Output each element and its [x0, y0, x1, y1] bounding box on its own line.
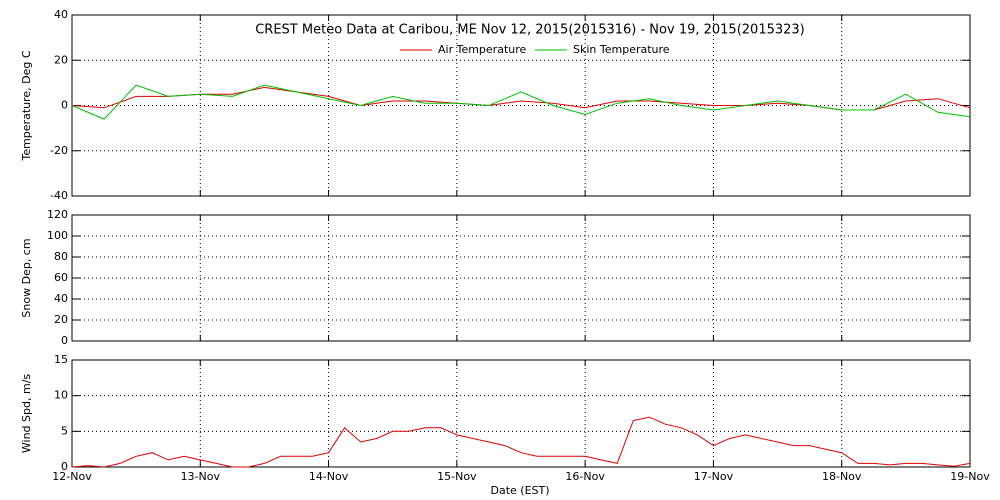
y-tick-label: 20 [54, 53, 68, 66]
y-tick-label: 60 [54, 271, 68, 284]
y-tick-label: 40 [54, 292, 68, 305]
y-tick-label: 0 [61, 460, 68, 473]
y-tick-label: 100 [47, 229, 68, 242]
x-tick-label: 15-Nov [437, 470, 477, 483]
chart-title: CREST Meteo Data at Caribou, ME Nov 12, … [255, 23, 805, 38]
y-tick-label: 80 [54, 250, 68, 263]
x-tick-label: 19-Nov [950, 470, 990, 483]
y-tick-label: 15 [54, 353, 68, 366]
y-tick-label: 40 [54, 8, 68, 21]
y-tick-label: 0 [61, 99, 68, 112]
x-axis-label: Date (EST) [490, 484, 549, 497]
y-tick-label: -40 [50, 189, 68, 202]
y-axis-label: Wind Spd, m/s [20, 374, 33, 454]
x-tick-label: 17-Nov [694, 470, 734, 483]
y-tick-label: 120 [47, 208, 68, 221]
x-tick-label: 16-Nov [565, 470, 605, 483]
data-line [71, 84, 971, 120]
y-tick-label: 5 [61, 424, 68, 437]
legend-label: Skin Temperature [573, 43, 670, 56]
legend-label: Air Temperature [438, 43, 527, 56]
y-tick-label: 20 [54, 313, 68, 326]
data-line [71, 86, 971, 111]
y-axis-label: Temperature, Deg C [20, 50, 33, 161]
x-tick-label: 13-Nov [181, 470, 221, 483]
y-tick-label: 10 [54, 389, 68, 402]
x-tick-label: 18-Nov [822, 470, 862, 483]
y-tick-label: -20 [50, 144, 68, 157]
plot-frame [71, 359, 971, 468]
y-axis-label: Snow Dep, cm [20, 238, 33, 317]
data-line [71, 416, 971, 468]
y-tick-label: 0 [61, 334, 68, 347]
x-tick-label: 14-Nov [309, 470, 349, 483]
x-tick-label: 12-Nov [52, 470, 92, 483]
